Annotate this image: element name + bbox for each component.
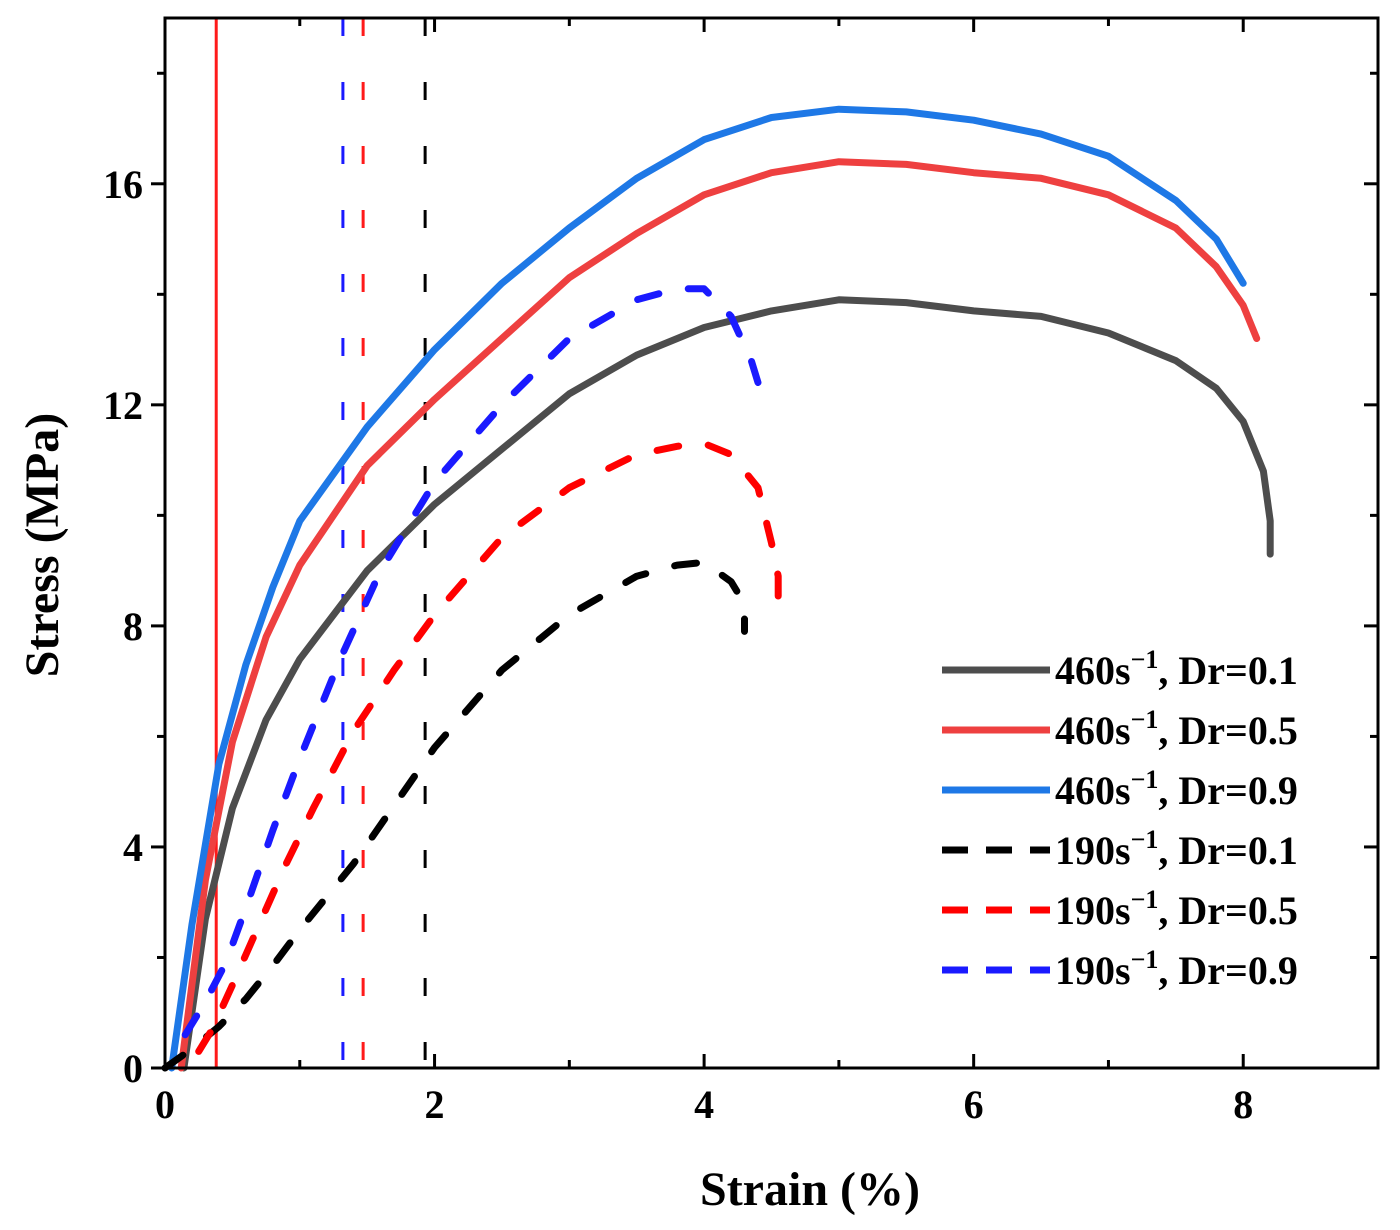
legend-label-4: 190s−1, Dr=0.1 — [1055, 825, 1298, 873]
axis-ticks: 0 2 4 6 8 0 4 8 12 16 — [103, 18, 1380, 1127]
y-tick-label: 4 — [123, 825, 143, 870]
x-tick-label: 4 — [694, 1082, 714, 1127]
series-line-3 — [168, 105, 1247, 1072]
plot-frame — [163, 16, 1380, 1070]
legend-label-6: 190s−1, Dr=0.9 — [1055, 945, 1298, 993]
y-tick-label: 8 — [123, 604, 143, 649]
x-tick-label: 8 — [1233, 1082, 1253, 1127]
series-line-2 — [177, 158, 1261, 1072]
legend-label-5: 190s−1, Dr=0.5 — [1055, 885, 1298, 933]
series-lines — [161, 105, 1274, 1072]
y-tick-label: 0 — [123, 1046, 143, 1091]
x-axis-title: Strain (%) — [700, 1163, 920, 1216]
y-tick-label: 12 — [103, 383, 143, 428]
series-line-4 — [161, 558, 748, 1072]
series-line-1 — [180, 296, 1274, 1072]
y-tick-label: 16 — [103, 162, 143, 207]
reference-lines — [214, 18, 427, 1068]
legend-label-2: 460s−1, Dr=0.5 — [1055, 705, 1298, 753]
legend: 460s−1, Dr=0.1 460s−1, Dr=0.5 460s−1, Dr=0… — [942, 645, 1298, 993]
series-line-6 — [181, 285, 769, 1039]
y-axis-title: Stress (MPa) — [16, 413, 69, 677]
series-line-5 — [195, 440, 782, 1055]
legend-label-3: 460s−1, Dr=0.9 — [1055, 765, 1298, 813]
x-tick-label: 0 — [155, 1082, 175, 1127]
x-tick-label: 6 — [964, 1082, 984, 1127]
legend-label-1: 460s−1, Dr=0.1 — [1055, 645, 1298, 693]
x-tick-label: 2 — [425, 1082, 445, 1127]
